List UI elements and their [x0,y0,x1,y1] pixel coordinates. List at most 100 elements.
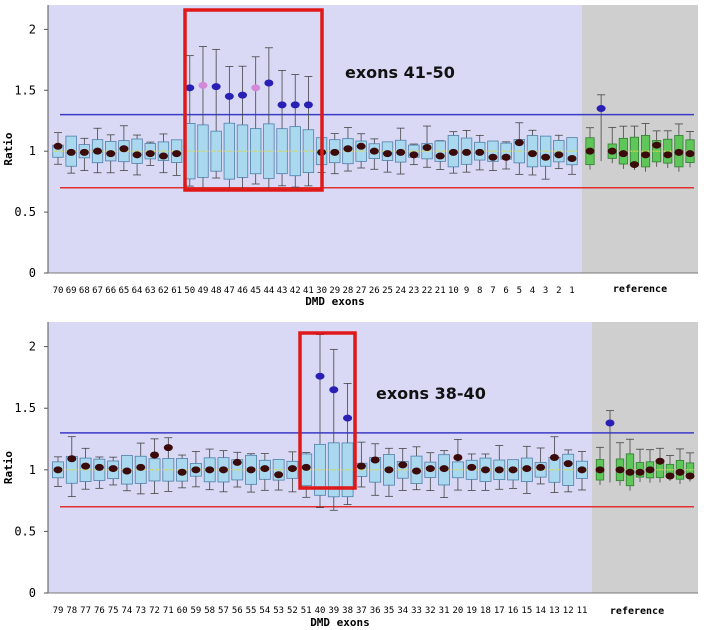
x-tick-label: 16 [508,606,519,616]
x-tick-label: 49 [198,286,209,296]
data-point [177,468,187,476]
data-point [343,414,353,422]
x-tick-label: 39 [328,606,339,616]
y-tick-label: 1.5 [14,401,36,415]
data-point [508,466,518,474]
data-point [163,444,173,452]
data-point [106,150,116,158]
x-tick-label: 33 [411,606,422,616]
data-point [145,150,155,158]
x-tick-label: 12 [563,606,574,616]
x-tick-label: 17 [494,606,505,616]
x-tick-label: 65 [118,286,129,296]
x-tick-label: 28 [343,286,354,296]
data-point [448,148,458,156]
data-point [453,454,463,461]
x-tick-label: 50 [184,286,195,296]
reference-point [605,419,615,427]
x-tick-label: 68 [79,286,90,296]
y-tick-label: 2 [29,340,36,354]
data-point [94,463,104,471]
x-tick-label: 59 [190,606,201,616]
data-point [53,142,63,150]
data-point [554,151,564,159]
data-point [119,145,129,153]
x-tick-label: 35 [384,606,395,616]
data-point [567,154,577,162]
x-tick-label: 26 [369,286,380,296]
x-tick-label: 57 [218,606,229,616]
reference-point [674,148,684,156]
data-point [422,144,432,152]
data-point [536,463,546,471]
data-point [287,465,297,473]
data-point [150,451,160,459]
y-tick-label: 2 [29,22,36,36]
x-tick-label: 63 [145,286,156,296]
x-tick-label: 79 [53,606,64,616]
x-tick-label: 19 [466,606,477,616]
reference-point [685,150,695,158]
x-tick-label: 9 [464,286,469,296]
y-tick-label: 0.5 [14,205,36,219]
x-tick-label: 74 [122,606,133,616]
data-point [514,139,524,147]
x-tick-label: 72 [149,606,160,616]
data-point [191,466,201,474]
x-tick-label: 53 [273,606,284,616]
data-point [108,465,118,473]
data-point [330,148,340,156]
data-point [370,456,380,464]
data-point [356,142,366,150]
x-tick-label: 54 [259,606,270,616]
x-tick-label: 71 [163,606,174,616]
data-point [425,465,435,473]
data-point [439,465,449,473]
data-point [480,466,490,474]
reference-label: reference [610,606,664,617]
x-tick-label: 4 [530,286,535,296]
data-point [198,81,208,89]
x-tick-label: 20 [452,606,463,616]
data-point [315,372,325,380]
annotation-label: exons 38-40 [376,384,486,403]
data-point [79,148,89,156]
x-tick-label: 29 [329,286,340,296]
x-tick-label: 38 [342,606,353,616]
x-tick-label: 70 [53,286,64,296]
data-point [494,466,504,474]
data-point [251,84,261,92]
data-point [356,462,366,470]
y-axis-title: Ratio [2,451,15,484]
data-point [122,467,132,475]
x-tick-label: 23 [408,286,419,296]
x-tick-label: 18 [480,606,491,616]
x-tick-label: 41 [303,286,314,296]
x-tick-label: 69 [66,286,77,296]
y-axis-title: Ratio [2,132,15,165]
x-tick-label: 1 [569,286,574,296]
highlight-box [298,331,357,490]
x-tick-label: 46 [237,286,248,296]
reference-point [635,468,645,476]
x-tick-label: 44 [263,286,274,296]
data-point [264,79,274,87]
data-point [412,467,422,475]
chart-panel-2: 0 0.5 1 1.5 2 Ratio 79 78 77 76 75 74 73 72 71 60 59 58 57… [2,322,698,629]
data-point [277,101,287,109]
data-point [53,466,63,474]
x-tick-label: 2 [556,286,561,296]
x-tick-label: 6 [503,286,508,296]
data-point [238,91,248,99]
x-tick-label: 60 [177,606,188,616]
data-point [563,460,573,468]
data-point [435,152,445,160]
data-point [290,101,300,109]
x-tick-label: 61 [171,286,182,296]
x-tick-label: 52 [287,606,298,616]
data-point [224,92,234,100]
reference-point [595,466,605,474]
data-point [522,465,532,473]
x-tick-label: 7 [490,286,495,296]
